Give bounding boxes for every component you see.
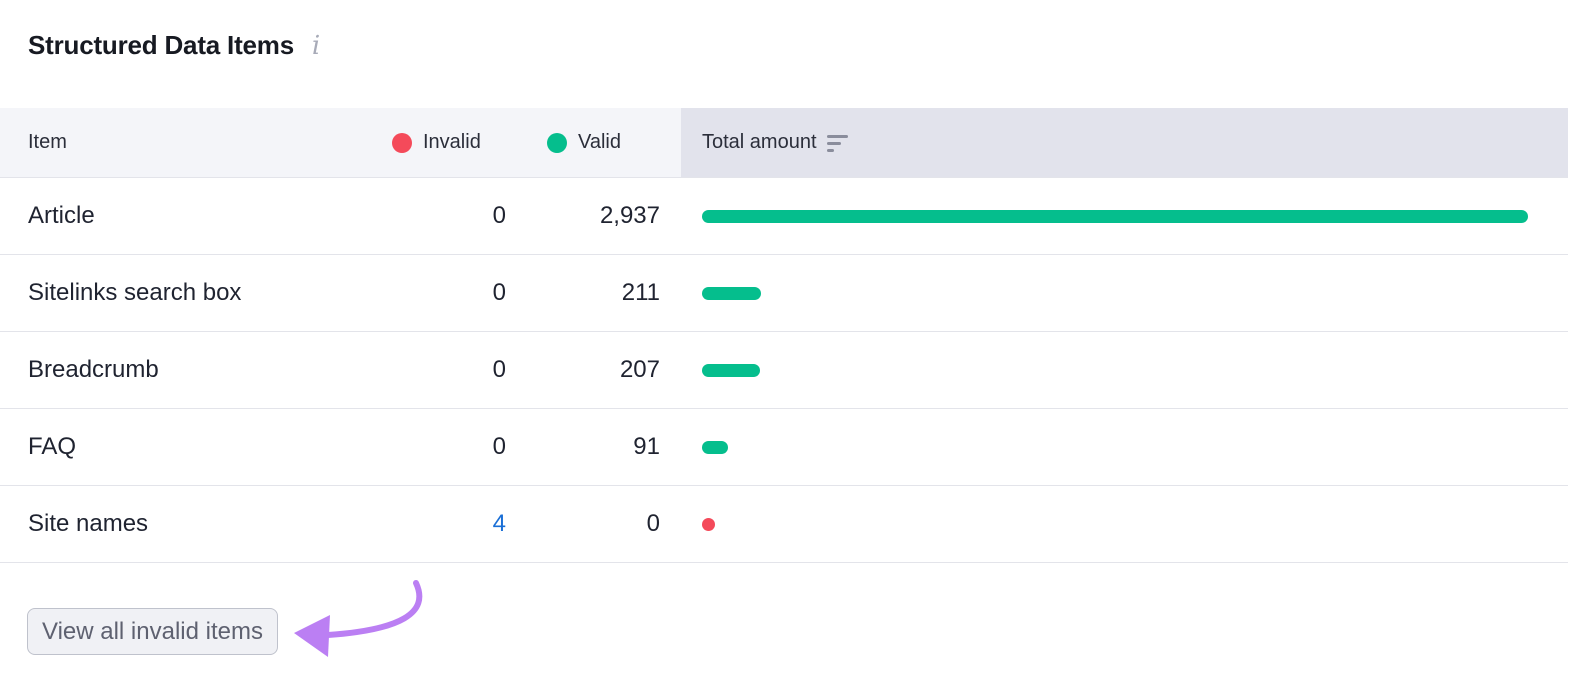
column-header-invalid: Invalid — [392, 108, 481, 177]
total-amount-bar-track — [702, 332, 1528, 408]
valid-count: 207 — [619, 356, 660, 383]
table-body: Article 0 2,937 Sitelinks search box 0 211 Bre… — [0, 178, 1568, 563]
structured-data-table: Item Invalid Valid Total amount Article 0… — [0, 108, 1568, 563]
valid-amount-bar — [702, 210, 1528, 223]
column-header-total-label: Total amount — [702, 131, 817, 153]
column-header-total-amount[interactable]: Total amount — [681, 108, 1568, 177]
invalid-dot-icon — [392, 132, 412, 153]
widget-header: Structured Data Items i — [28, 30, 324, 61]
table-row: Sitelinks search box 0 211 — [0, 255, 1568, 332]
table-header: Item Invalid Valid Total amount — [0, 108, 1568, 178]
column-header-invalid-label: Invalid — [423, 131, 481, 153]
invalid-amount-bar — [702, 518, 715, 531]
total-amount-bar-track — [702, 409, 1528, 485]
view-all-invalid-items-button[interactable]: View all invalid items — [27, 608, 278, 655]
row-item-name: FAQ — [28, 433, 77, 460]
column-header-valid-label: Valid — [578, 131, 621, 153]
valid-amount-bar — [702, 287, 761, 300]
column-header-item-label: Item — [28, 131, 67, 153]
valid-amount-bar — [702, 364, 760, 377]
column-header-valid: Valid — [547, 108, 621, 177]
widget-title: Structured Data Items — [28, 30, 294, 60]
row-item-name: Site names — [28, 510, 149, 537]
valid-count: 211 — [621, 279, 660, 306]
total-amount-bar-track — [702, 486, 1528, 562]
sort-icon[interactable] — [826, 134, 849, 152]
row-item-name: Article — [28, 202, 95, 229]
valid-count: 91 — [633, 433, 660, 460]
table-row: Breadcrumb 0 207 — [0, 332, 1568, 409]
valid-count: 0 — [646, 510, 660, 537]
table-row: Article 0 2,937 — [0, 178, 1568, 255]
row-item-name: Breadcrumb — [28, 356, 159, 383]
annotation-arrow-icon — [294, 580, 423, 657]
valid-count: 2,937 — [599, 202, 660, 229]
valid-dot-icon — [547, 132, 567, 153]
column-header-item: Item — [28, 108, 67, 177]
invalid-count: 0 — [492, 356, 506, 383]
info-icon[interactable]: i — [311, 30, 321, 61]
invalid-count: 0 — [492, 433, 506, 460]
row-item-name: Sitelinks search box — [28, 279, 242, 306]
table-row: Site names 4 0 — [0, 486, 1568, 563]
invalid-count: 0 — [492, 279, 506, 306]
invalid-count: 0 — [492, 202, 506, 229]
table-row: FAQ 0 91 — [0, 409, 1568, 486]
total-amount-bar-track — [702, 178, 1528, 254]
total-amount-bar-track — [702, 255, 1528, 331]
valid-amount-bar — [702, 441, 728, 454]
invalid-count-link[interactable]: 4 — [492, 510, 506, 537]
